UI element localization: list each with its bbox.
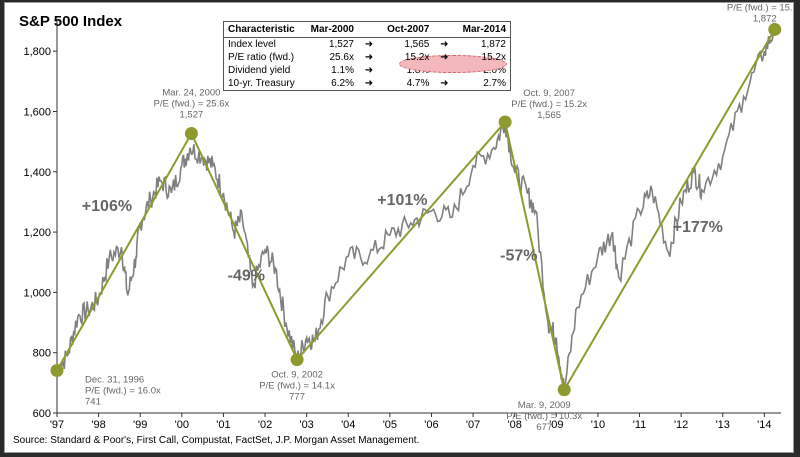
point-value-label: 777 (289, 392, 305, 403)
table-row: 10-yr. Treasury 6.2% ➜ 4.7% ➜ 2.7% (224, 77, 510, 90)
x-tick-label: '05 (383, 419, 397, 431)
pe-highlight (399, 55, 507, 73)
change-annotation: +106% (82, 198, 132, 215)
sp500-chart: 600 800 1,000 1,200 1,400 1,600 1,800 '97 '98 '99… (23, 3, 793, 433)
table-header-row: Characteristic Mar-2000 Oct-2007 Mar-201… (224, 22, 510, 38)
change-annotation: -57% (500, 248, 537, 265)
x-tick-label: '11 (633, 419, 647, 431)
point-date-label: Oct. 9, 2002 (271, 370, 323, 381)
point-date-label: Mar. 24, 2000 (162, 87, 220, 98)
source-note: Source: Standard & Poor's, First Call, C… (13, 435, 420, 446)
table-cell: 2.0% (483, 65, 506, 76)
peak-trough-trend-line (56, 28, 776, 393)
x-tick-label: '14 (757, 419, 771, 431)
chart-title: S&P 500 Index (19, 13, 123, 30)
point-value-label: 677 (536, 422, 552, 433)
point-date-label: Dec. 31, 1996 (85, 374, 144, 385)
y-tick-label: 1,400 (23, 167, 51, 179)
characteristics-table: Characteristic Mar-2000 Oct-2007 Mar-201… (223, 21, 511, 91)
x-tick-label: '04 (341, 419, 355, 431)
x-tick-label: '13 (716, 419, 730, 431)
arrow-icon: ➜ (440, 39, 449, 50)
y-tick-label: 1,000 (23, 287, 51, 299)
x-tick-label: '97 (50, 419, 64, 431)
table-header: Mar-2000 (303, 22, 358, 38)
turning-point-marker (498, 115, 512, 129)
row-label: P/E ratio (fwd.) (228, 52, 295, 63)
point-pe-label: P/E (fwd.) = 25.6x (154, 98, 230, 109)
row-label: Dividend yield (228, 65, 291, 76)
table-cell: 1,527 (328, 39, 354, 50)
x-tick-label: '00 (175, 419, 189, 431)
x-tick-label: '09 (549, 419, 563, 431)
table-cell: 4.7% (406, 78, 430, 89)
point-date-label: Oct. 9, 2007 (523, 88, 575, 99)
x-tick-label: '02 (258, 419, 272, 431)
x-tick-label: '10 (591, 419, 605, 431)
table-cell: 1,872 (480, 39, 506, 50)
x-tick-label: '06 (424, 419, 438, 431)
point-pe-label: P/E (fwd.) = 16.0x (85, 385, 161, 396)
arrow-icon: ➜ (364, 78, 374, 89)
table-cell: 15.2x (404, 52, 430, 63)
y-tick-label: 1,600 (23, 106, 51, 118)
x-tick-label: '98 (91, 419, 105, 431)
chart-frame: S&P 500 Index 600 800 1,000 1,200 1,400 1,600… (4, 2, 794, 453)
x-tick-label: '01 (216, 419, 230, 431)
table-cell: 1.1% (331, 65, 354, 76)
turning-point-marker (768, 22, 782, 36)
table-cell: 25.6x (329, 52, 354, 63)
x-tick-label: '07 (466, 419, 480, 431)
point-pe-label: P/E (fwd.) = 15.2x (727, 3, 793, 13)
point-value-label: 1,872 (753, 13, 777, 24)
x-tick-label: '03 (299, 419, 313, 431)
arrow-icon: ➜ (364, 65, 374, 76)
change-annotation: +101% (377, 192, 427, 209)
point-pe-label: P/E (fwd.) = 15.2x (511, 99, 587, 110)
point-date-label: Mar. 9, 2009 (518, 400, 571, 411)
turning-point-marker (557, 383, 571, 397)
y-tick-label: 800 (33, 348, 51, 360)
table-header: Characteristic (224, 22, 304, 38)
point-value-label: 1,527 (180, 109, 204, 120)
y-tick-label: 1,800 (23, 46, 51, 58)
row-label: Index level (228, 39, 276, 50)
point-value-label: 741 (85, 396, 101, 407)
turning-point-marker (290, 353, 304, 367)
row-label: 10-yr. Treasury (228, 78, 295, 89)
x-tick-label: '99 (133, 419, 147, 431)
table-cell: 6.2% (331, 78, 354, 89)
table-cell: 1,565 (404, 39, 430, 50)
turning-point-marker (184, 126, 198, 140)
table-cell: 15.2x (481, 52, 506, 63)
x-tick-label: '08 (508, 419, 522, 431)
point-pe-label: P/E (fwd.) = 10.3x (506, 411, 582, 422)
y-tick-label: 1,200 (23, 227, 51, 239)
change-annotation: +177% (673, 219, 723, 236)
change-annotation: -49% (228, 267, 265, 284)
arrow-icon: ➜ (364, 39, 374, 50)
arrow-icon: ➜ (440, 52, 449, 63)
table-row: Index level 1,527 ➜ 1,565 ➜ 1,872 (224, 38, 510, 52)
table-header: Oct-2007 (379, 22, 434, 38)
turning-point-marker (50, 363, 64, 377)
arrow-icon: ➜ (440, 78, 449, 89)
table-cell: 2.7% (483, 78, 506, 89)
point-pe-label: P/E (fwd.) = 14.1x (259, 381, 335, 392)
y-tick-label: 600 (33, 408, 51, 420)
point-value-label: 1,565 (537, 110, 561, 121)
table-header: Mar-2014 (455, 22, 510, 38)
table-row: P/E ratio (fwd.) 25.6x ➜ 15.2x ➜ 15.2x (224, 51, 510, 64)
x-tick-label: '12 (674, 419, 688, 431)
arrow-icon: ➜ (364, 52, 374, 63)
